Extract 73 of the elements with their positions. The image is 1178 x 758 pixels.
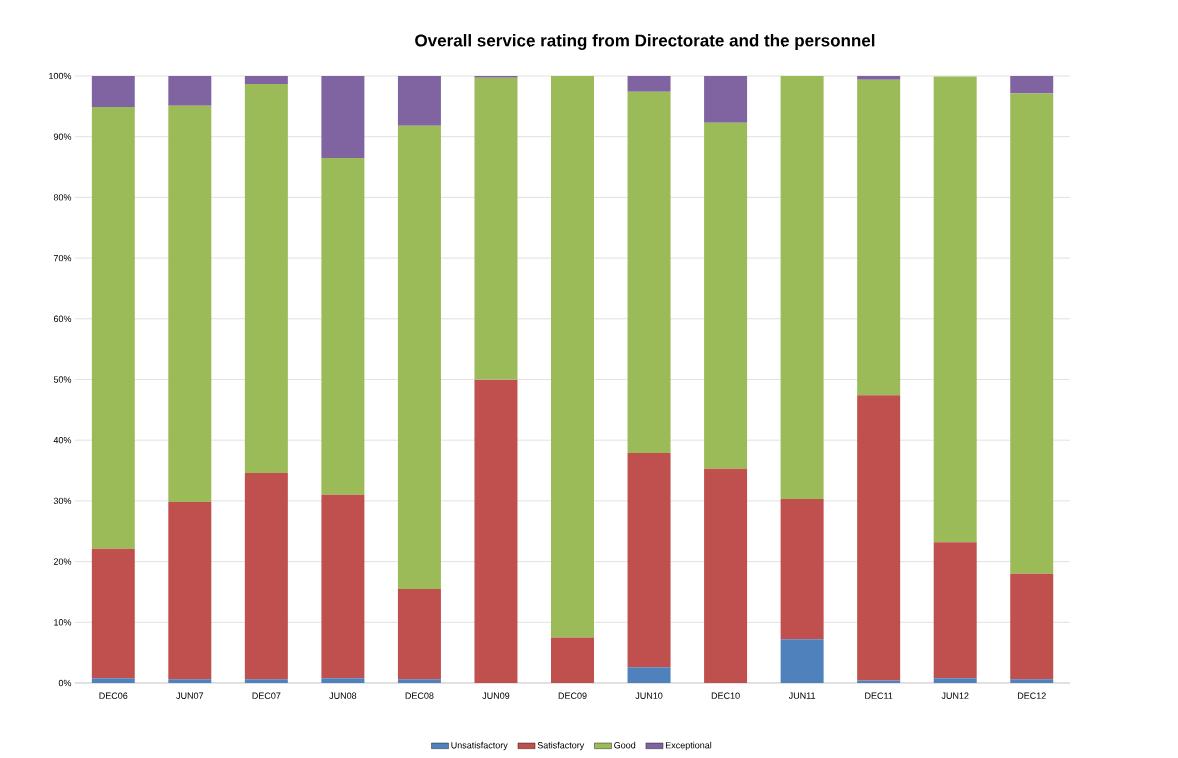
y-tick-label: 70% [53,254,72,262]
bar [627,91,671,453]
bar [780,499,824,640]
y-tick-label: 100% [49,72,72,80]
bar [244,679,288,683]
legend-label: Exceptional [665,741,712,751]
x-tick-label: DEC12 [1017,692,1046,699]
x-tick-label: DEC08 [405,692,434,699]
bar [1010,573,1054,680]
bar [168,679,212,683]
y-tick-label: 50% [53,376,72,383]
bar [397,125,441,589]
bar [397,588,441,680]
bar [321,75,365,158]
bar [933,76,977,543]
bar [857,79,901,396]
bar [704,468,748,683]
bar [91,678,135,683]
x-tick-label: JUN12 [941,692,969,699]
bar [627,452,671,668]
bar [244,83,288,473]
bar [1010,93,1054,574]
bar [1010,75,1054,94]
bar [1010,679,1054,683]
bar [780,639,824,683]
bar [91,75,135,107]
bar [627,667,671,683]
bar [91,548,135,679]
bar [857,75,901,80]
y-tick-label: 10% [54,619,72,626]
bar [397,679,441,683]
bar [474,77,518,380]
bar [704,75,748,123]
y-tick-label: 20% [53,558,72,565]
x-tick-label: JUN10 [635,692,663,699]
x-tick-label: JUN08 [329,692,357,699]
bar [551,637,595,683]
x-tick-label: DEC06 [99,692,128,699]
bar [321,157,365,495]
bar [397,75,441,126]
legend-label: Unsatisfactory [451,741,508,751]
y-tick-label: 30% [53,497,72,505]
x-tick-label: JUN09 [482,692,510,699]
bar [551,75,595,638]
bar [933,678,977,683]
bar [168,502,212,680]
bar [933,542,977,679]
y-tick-label: 80% [53,194,72,201]
bar [321,494,365,679]
bar [244,472,288,680]
bar [168,105,212,503]
chart-title: Overall service rating from Directorate and the personnel [415,34,875,50]
y-tick-label: 0% [58,679,72,687]
y-tick-label: 90% [53,133,72,140]
x-tick-label: DEC11 [865,692,893,699]
bar [857,395,901,681]
bar [704,122,748,469]
bar [780,75,824,500]
x-tick-label: JUN11 [788,692,816,699]
x-tick-label: JUN07 [176,692,204,699]
y-tick-label: 40% [53,437,72,444]
bar [627,75,671,92]
y-tick-label: 60% [53,315,72,322]
legend-label: Satisfactory [537,741,585,751]
legend-label: Good [614,741,636,749]
x-tick-label: DEC10 [711,692,740,699]
x-tick-label: DEC09 [558,692,587,699]
bar [168,75,212,106]
bar [91,106,135,549]
x-tick-label: DEC07 [252,692,281,699]
bar [244,75,288,84]
bar [321,678,365,683]
bar [474,379,518,683]
